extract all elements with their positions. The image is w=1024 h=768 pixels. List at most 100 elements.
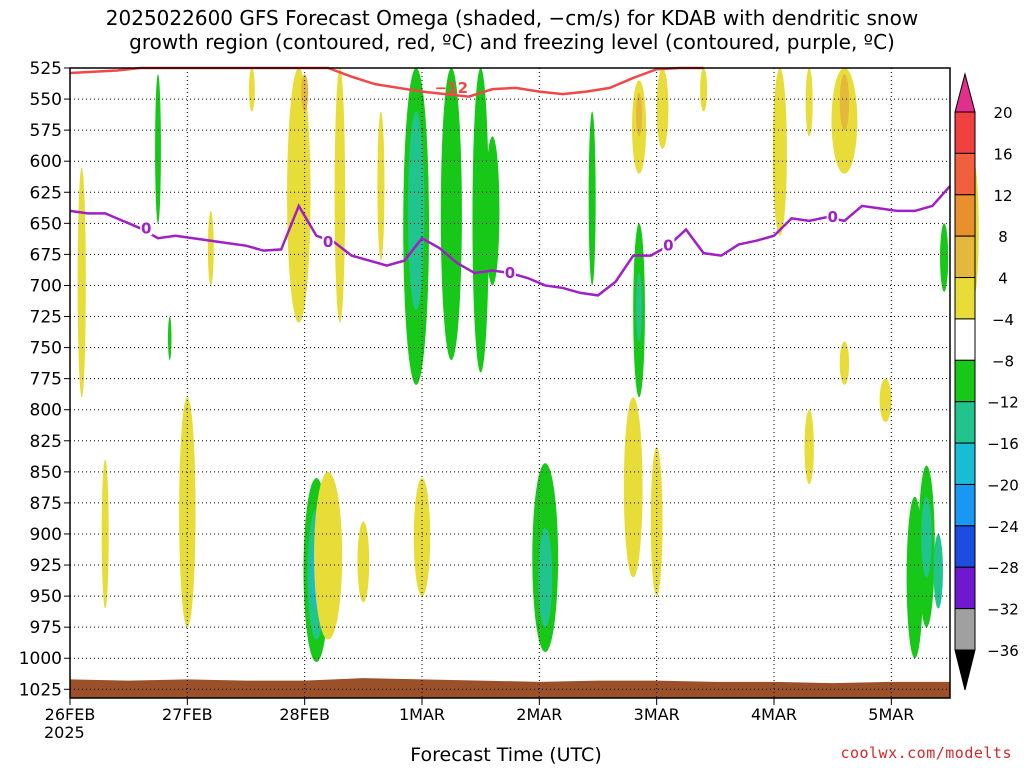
colorbar-label: 16 bbox=[993, 145, 1012, 163]
omega-shade-plus4 bbox=[101, 459, 109, 609]
y-tick-label: 775 bbox=[30, 370, 62, 390]
x-tick-label: 26FEB bbox=[45, 705, 96, 724]
colorbar-bin-minus24 bbox=[954, 525, 976, 568]
y-tick-label: 700 bbox=[30, 276, 62, 296]
x-tick-label: 28FEB bbox=[279, 705, 330, 724]
chart-title: 2025022600 GFS Forecast Omega (shaded, −… bbox=[0, 6, 1024, 54]
omega-shade-minus12 bbox=[921, 496, 932, 578]
y-tick-label: 650 bbox=[30, 214, 62, 234]
x-tick-label: 2MAR bbox=[516, 705, 562, 724]
colorbar-bin-minus28 bbox=[954, 566, 976, 610]
colorbar-bin-plus12 bbox=[954, 194, 976, 237]
colorbar-bin-plus4 bbox=[954, 277, 976, 320]
y-tick-label: 575 bbox=[30, 121, 62, 141]
omega-shade-plus4 bbox=[207, 210, 214, 286]
omega-shade-plus4 bbox=[839, 341, 850, 385]
contour-label-bg bbox=[826, 209, 839, 225]
colorbar-bottom-arrow bbox=[954, 649, 976, 691]
y-tick-label: 750 bbox=[30, 339, 62, 359]
colorbar-label: 8 bbox=[998, 228, 1008, 246]
colorbar-bin-minus4 bbox=[954, 318, 976, 361]
contour-label-bg bbox=[504, 265, 516, 281]
plot-area bbox=[70, 68, 950, 698]
freezing-level-label: 0 bbox=[141, 219, 151, 237]
colorbar-label: −4 bbox=[992, 311, 1014, 329]
omega-shade-minus12 bbox=[538, 527, 553, 628]
source-credit[interactable]: coolwx.com/modelts bbox=[840, 744, 1012, 762]
title-line-2: growth region (contoured, red, ºC) and f… bbox=[129, 30, 895, 54]
colorbar-label: −32 bbox=[987, 601, 1019, 619]
colorbar-label: 12 bbox=[993, 187, 1012, 205]
omega-shade-plus4 bbox=[357, 521, 370, 603]
colorbar-bin-minus20 bbox=[954, 483, 976, 527]
contour-label-bg bbox=[322, 233, 335, 249]
omega-shade-plus4 bbox=[334, 68, 346, 323]
omega-shade-minus8 bbox=[167, 316, 172, 361]
x-tick-label: 1MAR bbox=[399, 705, 445, 724]
omega-shade-plus4 bbox=[314, 471, 343, 640]
colorbar-bin-plus16 bbox=[954, 152, 976, 196]
y-tick-label: 975 bbox=[30, 618, 62, 638]
omega-shade-plus4 bbox=[772, 67, 787, 236]
y-tick-label: 850 bbox=[30, 463, 62, 483]
omega-shade-minus12 bbox=[933, 533, 943, 609]
contour-label-bg bbox=[140, 220, 153, 236]
colorbar-label: −20 bbox=[987, 476, 1019, 494]
colorbar-label: 4 bbox=[998, 270, 1008, 288]
colorbar-label: 20 bbox=[993, 104, 1012, 122]
omega-shade-plus4 bbox=[377, 111, 385, 261]
omega-shade-plus8 bbox=[636, 92, 642, 137]
omega-shade-minus8 bbox=[155, 74, 161, 224]
freezing-level-label: 0 bbox=[323, 233, 333, 251]
colorbar-label: −16 bbox=[987, 435, 1019, 453]
colorbar-label: −28 bbox=[987, 559, 1019, 577]
colorbar-bin-minus36 bbox=[954, 608, 976, 651]
y-tick-label: 925 bbox=[30, 556, 62, 576]
x-axis-label: Forecast Time (UTC) bbox=[410, 744, 602, 766]
omega-shade-minus8 bbox=[485, 136, 500, 286]
omega-shade-plus4 bbox=[287, 68, 311, 323]
title-line-1: 2025022600 GFS Forecast Omega (shaded, −… bbox=[105, 6, 919, 30]
omega-shade-minus12 bbox=[636, 273, 642, 342]
y-tick-label: 550 bbox=[30, 90, 62, 110]
omega-shade-plus4 bbox=[656, 68, 669, 149]
freezing-level-label: 0 bbox=[827, 208, 837, 226]
contour-label-bg bbox=[662, 237, 675, 253]
colorbar-label: −12 bbox=[987, 394, 1019, 412]
y-tick-label: 675 bbox=[30, 245, 62, 265]
omega-shade-minus8 bbox=[588, 111, 596, 286]
colorbar-label: −24 bbox=[987, 518, 1019, 536]
y-tick-label: 600 bbox=[30, 152, 62, 172]
freezing-level-label: 0 bbox=[663, 237, 673, 255]
omega-shade-plus4 bbox=[700, 68, 708, 112]
omega-shade-plus4 bbox=[77, 167, 86, 398]
omega-shade-minus8 bbox=[440, 68, 462, 361]
y-tick-label: 950 bbox=[30, 587, 62, 607]
colorbar-bin-minus16 bbox=[954, 442, 976, 485]
omega-shade-plus4 bbox=[248, 68, 255, 112]
omega-shade-minus8 bbox=[940, 223, 949, 292]
dendritic-label: −12 bbox=[435, 79, 468, 97]
colorbar-bin-minus12 bbox=[954, 401, 976, 444]
y-tick-label: 1025 bbox=[19, 680, 62, 700]
ground-area bbox=[70, 678, 950, 698]
y-tick-label: 875 bbox=[30, 494, 62, 514]
x-tick-label: 4MAR bbox=[751, 705, 797, 724]
omega-shade-plus8 bbox=[839, 74, 850, 131]
x-tick-label: 27FEB bbox=[162, 705, 213, 724]
omega-shade-plus4 bbox=[650, 446, 663, 597]
colorbar-bin-plus20 bbox=[954, 111, 976, 154]
omega-shade-plus4 bbox=[879, 378, 892, 423]
y-tick-label: 725 bbox=[30, 308, 62, 328]
colorbar-top-arrow bbox=[954, 72, 976, 113]
plot-frame bbox=[69, 67, 951, 699]
x-tick-label: 5MAR bbox=[868, 705, 914, 724]
omega-shade-minus8 bbox=[472, 68, 489, 373]
omega-shade-minus12 bbox=[407, 111, 425, 311]
x-tick-label: 3MAR bbox=[634, 705, 680, 724]
colorbar-label: −36 bbox=[987, 642, 1019, 660]
omega-shade-plus4 bbox=[623, 397, 643, 578]
colorbar-bin-minus8 bbox=[954, 359, 976, 403]
omega-shade-plus4 bbox=[413, 478, 431, 597]
